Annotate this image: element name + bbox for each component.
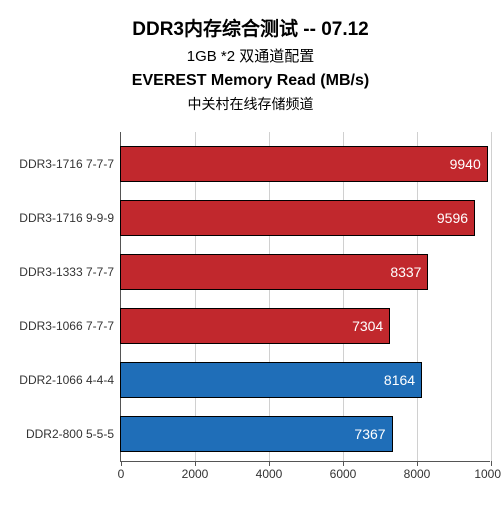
category-label: DDR3-1716 9-9-9 bbox=[19, 211, 114, 225]
bar-row: DDR2-800 5-5-57367 bbox=[120, 416, 393, 452]
x-tick-mark bbox=[491, 461, 492, 466]
bar-value-label: 9596 bbox=[437, 210, 468, 226]
x-tick-mark bbox=[417, 461, 418, 466]
bar: 7367 bbox=[120, 416, 393, 452]
bar-row: DDR3-1716 7-7-79940 bbox=[120, 146, 488, 182]
bar-row: DDR2-1066 4-4-48164 bbox=[120, 362, 422, 398]
category-label: DDR3-1333 7-7-7 bbox=[19, 265, 114, 279]
category-label: DDR3-1716 7-7-7 bbox=[19, 157, 114, 171]
bar-value-label: 7304 bbox=[352, 318, 383, 334]
bar: 8337 bbox=[120, 254, 428, 290]
chart-area: 0200040006000800010000 DDR3-1716 7-7-799… bbox=[120, 132, 490, 462]
x-tick-label: 6000 bbox=[330, 467, 357, 481]
title-sub2: EVEREST Memory Read (MB/s) bbox=[10, 72, 491, 90]
title-sub3: 中关村在线存储频道 bbox=[10, 94, 491, 114]
bar-row: DDR3-1716 9-9-99596 bbox=[120, 200, 475, 236]
bar-value-label: 7367 bbox=[354, 426, 385, 442]
category-label: DDR3-1066 7-7-7 bbox=[19, 319, 114, 333]
bar-value-label: 9940 bbox=[450, 156, 481, 172]
bar-row: DDR3-1066 7-7-77304 bbox=[120, 308, 390, 344]
bar-value-label: 8164 bbox=[384, 372, 415, 388]
title-sub1: 1GB *2 双通道配置 bbox=[10, 45, 491, 66]
bar: 7304 bbox=[120, 308, 390, 344]
x-tick-mark bbox=[343, 461, 344, 466]
bar: 8164 bbox=[120, 362, 422, 398]
chart-header: DDR3内存综合测试 -- 07.12 1GB *2 双通道配置 EVEREST… bbox=[10, 14, 491, 114]
title-main: DDR3内存综合测试 -- 07.12 bbox=[10, 14, 491, 41]
bar-value-label: 8337 bbox=[390, 264, 421, 280]
bar: 9940 bbox=[120, 146, 488, 182]
x-tick-label: 8000 bbox=[404, 467, 431, 481]
x-tick-mark bbox=[195, 461, 196, 466]
bar: 9596 bbox=[120, 200, 475, 236]
category-label: DDR2-1066 4-4-4 bbox=[19, 373, 114, 387]
x-tick-label: 2000 bbox=[182, 467, 209, 481]
x-tick-label: 10000 bbox=[474, 467, 501, 481]
gridline bbox=[491, 132, 492, 461]
bar-row: DDR3-1333 7-7-78337 bbox=[120, 254, 428, 290]
x-tick-mark bbox=[121, 461, 122, 466]
x-tick-mark bbox=[269, 461, 270, 466]
x-tick-label: 0 bbox=[118, 467, 125, 481]
category-label: DDR2-800 5-5-5 bbox=[26, 427, 114, 441]
x-tick-label: 4000 bbox=[256, 467, 283, 481]
